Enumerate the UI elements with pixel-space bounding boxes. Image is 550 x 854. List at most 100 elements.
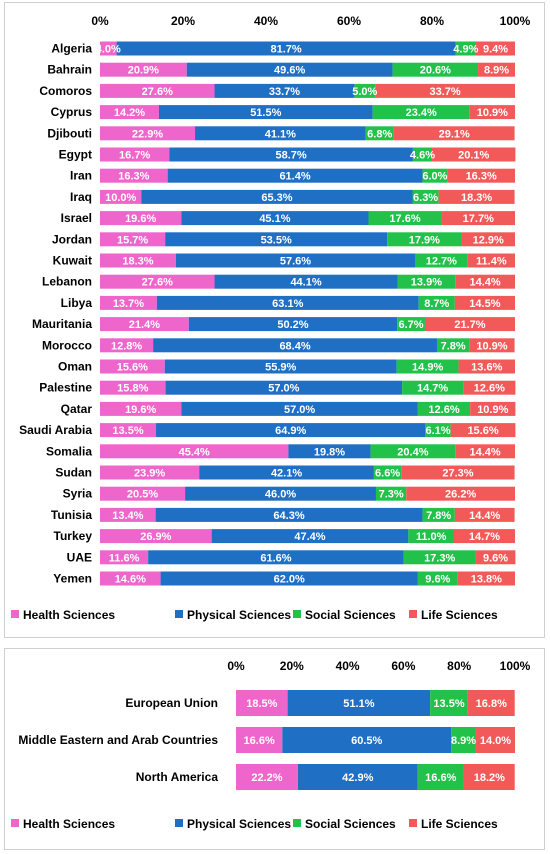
legend-label: Health Sciences bbox=[23, 817, 115, 831]
bar-segment bbox=[165, 232, 388, 247]
data-label: 27.6% bbox=[142, 86, 173, 98]
category-label: Djibouti bbox=[47, 126, 92, 140]
data-label: 58.7% bbox=[276, 150, 307, 162]
data-label: 19.6% bbox=[125, 213, 156, 225]
bar-segment bbox=[100, 189, 142, 204]
bar-segment bbox=[181, 211, 369, 226]
bar-segment bbox=[100, 232, 166, 247]
data-label: 15.6% bbox=[117, 362, 148, 374]
bar-segment bbox=[100, 253, 176, 268]
data-label: 13.9% bbox=[411, 277, 442, 289]
legend-label: Life Sciences bbox=[421, 608, 498, 622]
category-label: Morocco bbox=[42, 338, 92, 352]
bar-segment bbox=[100, 211, 182, 226]
data-label: 42.1% bbox=[271, 468, 302, 480]
data-label: 55.9% bbox=[265, 362, 296, 374]
data-label: 17.7% bbox=[463, 213, 494, 225]
data-label: 10.9% bbox=[476, 340, 507, 352]
bar-segment bbox=[100, 444, 289, 459]
bar-segment bbox=[368, 211, 442, 226]
data-label: 11.4% bbox=[476, 256, 507, 268]
data-label: 19.6% bbox=[125, 404, 156, 416]
category-label: Cyprus bbox=[51, 105, 93, 119]
bar-segment bbox=[461, 232, 515, 247]
bar-segment bbox=[214, 83, 355, 98]
bar-segment bbox=[401, 465, 515, 480]
data-label: 6.7% bbox=[399, 319, 424, 331]
data-label: 64.9% bbox=[275, 425, 306, 437]
category-label: Iran bbox=[70, 169, 92, 183]
legend-label: Social Sciences bbox=[305, 817, 396, 831]
bar-segment bbox=[156, 423, 426, 438]
legend-label: Physical Sciences bbox=[187, 608, 291, 622]
bar-segment bbox=[469, 338, 515, 353]
bar-segment bbox=[167, 168, 423, 183]
data-label: 33.7% bbox=[429, 86, 460, 98]
legend-swatch bbox=[11, 819, 19, 827]
bar-segment bbox=[406, 486, 515, 501]
bar-segment bbox=[100, 401, 182, 416]
data-label: 21.4% bbox=[129, 319, 160, 331]
data-label: 20.9% bbox=[128, 65, 159, 77]
category-label: Oman bbox=[58, 360, 92, 374]
category-label: Saudi Arabia bbox=[19, 423, 92, 437]
bar-segment bbox=[412, 189, 439, 204]
category-label: Tunisia bbox=[51, 508, 92, 522]
bar-segment bbox=[100, 295, 157, 310]
data-label: 12.8% bbox=[111, 340, 142, 352]
x-tick-label: 100% bbox=[500, 14, 531, 28]
bar-segment bbox=[475, 550, 516, 565]
bar-segment bbox=[447, 168, 515, 183]
bar-segment bbox=[175, 253, 415, 268]
bar-segment bbox=[418, 295, 455, 310]
data-label: 29.1% bbox=[439, 128, 470, 140]
bar-segment bbox=[457, 571, 515, 586]
data-label: 47.4% bbox=[294, 531, 325, 543]
legend-label: Health Sciences bbox=[23, 608, 115, 622]
data-label: 8.9% bbox=[484, 65, 509, 77]
data-label: 8.7% bbox=[424, 298, 449, 310]
bar-segment bbox=[372, 105, 470, 120]
data-label: 45.1% bbox=[259, 213, 290, 225]
bar-segment bbox=[422, 507, 455, 522]
data-label: 27.6% bbox=[142, 277, 173, 289]
bar-segment bbox=[100, 550, 149, 565]
bar-segment bbox=[455, 444, 515, 459]
bar-segment bbox=[100, 486, 186, 501]
legend-swatch bbox=[175, 610, 183, 618]
data-label: 20.4% bbox=[397, 446, 428, 458]
data-label: 13.4% bbox=[112, 510, 143, 522]
bar-segment bbox=[370, 444, 456, 459]
category-label: Iraq bbox=[70, 190, 92, 204]
data-label: 14.5% bbox=[469, 298, 500, 310]
data-label: 14.2% bbox=[114, 107, 145, 119]
bar-segment bbox=[412, 147, 432, 162]
bar-segment bbox=[365, 126, 394, 141]
x-tick-label: 100% bbox=[500, 659, 531, 673]
data-label: 26.2% bbox=[445, 489, 476, 501]
x-tick-label: 0% bbox=[91, 14, 109, 28]
data-label: 45.4% bbox=[179, 446, 210, 458]
bar-segment bbox=[100, 317, 189, 332]
data-label: 12.9% bbox=[473, 234, 504, 246]
bar-segment bbox=[478, 62, 515, 77]
data-label: 16.7% bbox=[119, 150, 150, 162]
data-label: 42.9% bbox=[342, 772, 373, 784]
x-tick-label: 0% bbox=[227, 659, 245, 673]
data-label: 14.4% bbox=[470, 446, 501, 458]
category-label: Qatar bbox=[61, 402, 93, 416]
data-label: 18.3% bbox=[122, 256, 153, 268]
bar-segment bbox=[100, 83, 215, 98]
bar-segment bbox=[116, 41, 456, 56]
bar-segment bbox=[417, 571, 458, 586]
bar-segment bbox=[387, 232, 462, 247]
data-label: 13.8% bbox=[471, 574, 502, 586]
data-label: 8.9% bbox=[451, 735, 476, 747]
data-label: 13.7% bbox=[113, 298, 144, 310]
data-label: 81.7% bbox=[271, 44, 302, 56]
category-label: Israel bbox=[61, 211, 92, 225]
legend-label: Life Sciences bbox=[421, 817, 498, 831]
x-tick-label: 80% bbox=[420, 14, 444, 28]
bar-segment bbox=[354, 83, 376, 98]
bar-segment bbox=[160, 571, 418, 586]
